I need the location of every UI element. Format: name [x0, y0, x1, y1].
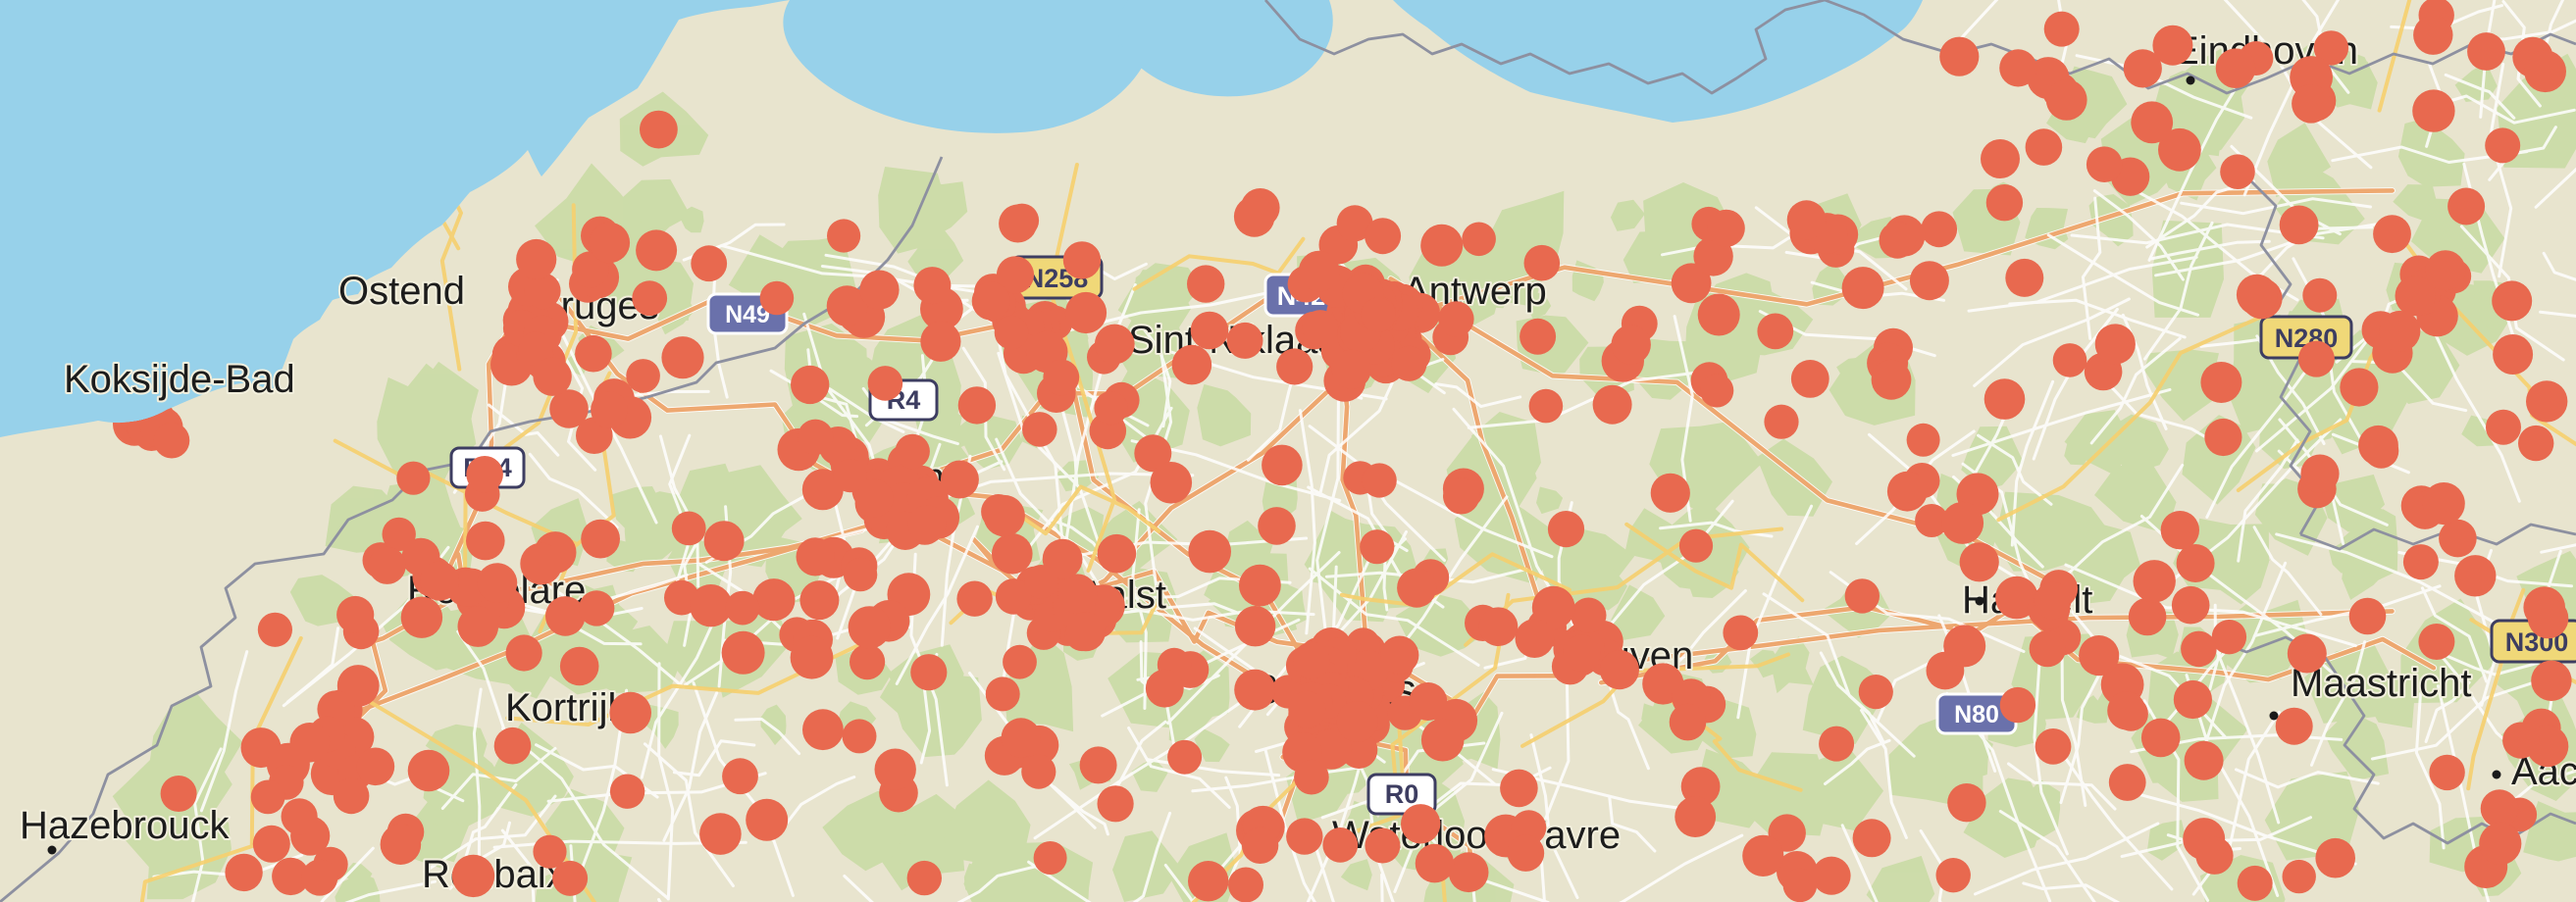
svg-text:Kortrijk: Kortrijk [505, 686, 628, 729]
svg-text:N80: N80 [1954, 701, 1999, 728]
svg-text:Hazebrouck: Hazebrouck [20, 804, 230, 847]
svg-text:Koksijde-Bad: Koksijde-Bad [64, 358, 295, 401]
svg-text:Ostend: Ostend [338, 270, 465, 313]
svg-text:R0: R0 [1385, 779, 1419, 809]
